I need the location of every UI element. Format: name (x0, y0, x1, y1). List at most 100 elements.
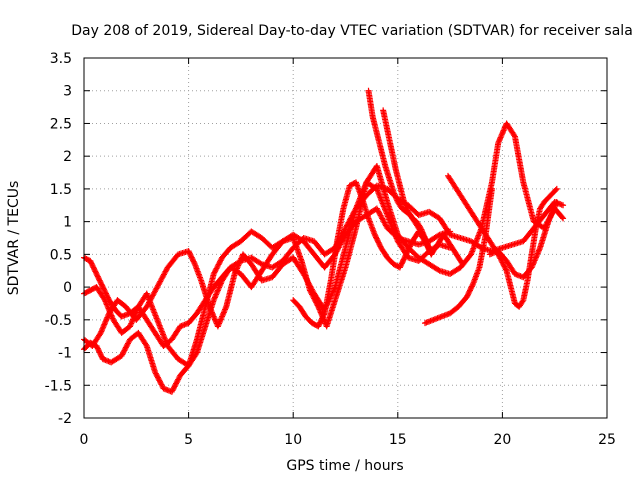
data-point (175, 376, 182, 383)
y-tick-label: 3.5 (50, 51, 72, 67)
data-point (217, 257, 224, 264)
data-point (319, 315, 326, 322)
data-point (372, 233, 379, 240)
data-point (169, 387, 176, 394)
data-point (371, 231, 378, 238)
data-point (216, 260, 223, 267)
data-point (316, 320, 323, 327)
data-point (212, 268, 219, 275)
data-point (101, 286, 108, 293)
data-point (124, 341, 131, 348)
data-point (214, 264, 221, 271)
data-point (89, 263, 96, 270)
series-track-8 (421, 185, 495, 327)
data-point (91, 265, 98, 272)
data-point (519, 298, 526, 305)
data-point (466, 288, 473, 295)
data-point (99, 282, 106, 289)
data-point (191, 259, 198, 266)
data-point (511, 132, 518, 139)
data-point (100, 285, 107, 292)
data-point (173, 379, 180, 386)
data-point (121, 347, 128, 354)
y-tick-label: 3 (63, 84, 72, 100)
data-point (188, 254, 195, 261)
data-point (317, 318, 324, 325)
data-point (153, 371, 160, 378)
data-point (97, 350, 104, 357)
data-point (400, 256, 407, 263)
data-point (170, 386, 177, 393)
data-point (187, 252, 194, 259)
data-point (95, 346, 102, 353)
data-point (501, 263, 508, 270)
data-point (373, 235, 380, 242)
data-point (119, 351, 126, 358)
data-point (500, 262, 507, 269)
data-point (122, 344, 129, 351)
data-point (435, 266, 442, 273)
data-point (404, 248, 411, 255)
data-point (396, 264, 403, 271)
x-tick-label: 0 (80, 432, 89, 448)
data-point (120, 350, 127, 357)
data-point (398, 261, 405, 268)
y-tick-label: -0.5 (45, 313, 72, 329)
data-point (502, 266, 509, 273)
chart-title: Day 208 of 2019, Sidereal Day-to-day VTE… (71, 23, 633, 39)
data-point (189, 257, 196, 264)
data-point (502, 265, 509, 271)
data-point (97, 278, 104, 285)
x-tick-label: 20 (493, 432, 511, 448)
data-point (95, 274, 102, 281)
data-point (94, 272, 101, 279)
data-point (175, 375, 182, 382)
data-point (405, 246, 412, 253)
x-tick-label: 10 (284, 432, 302, 448)
y-axis-label: SDTVAR / TECUs (6, 181, 22, 296)
data-point (159, 382, 166, 389)
data-point (103, 291, 110, 298)
data-point (428, 251, 435, 258)
data-point (559, 214, 566, 221)
data-point (317, 319, 324, 326)
data-point (406, 244, 413, 251)
data-point (173, 380, 180, 387)
data-point (400, 257, 407, 264)
data-point (125, 339, 132, 346)
data-point (459, 261, 466, 268)
data-point (94, 345, 101, 352)
data-point (171, 383, 178, 390)
data-point (190, 258, 197, 265)
data-point (97, 280, 104, 287)
data-point (376, 240, 383, 247)
data-point (213, 265, 220, 272)
data-point (500, 260, 507, 267)
data-point (553, 185, 560, 192)
data-point (87, 259, 94, 266)
data-point (98, 353, 105, 360)
data-point (91, 267, 98, 274)
data-point (102, 289, 109, 296)
data-point (142, 341, 149, 348)
y-tick-label: 2 (63, 149, 72, 165)
data-point (210, 271, 217, 277)
data-point (215, 261, 222, 268)
data-point (189, 255, 196, 262)
data-point (97, 352, 104, 359)
data-point (319, 314, 326, 321)
axis-ticks: 0 5 10 15 20 25 -2 -1.5 -1 -0.5 0 0.5 1 1.5 2 2.5 3 3.5 (45, 51, 616, 448)
data-point (374, 238, 381, 245)
data-point (397, 263, 404, 270)
data-point (465, 289, 472, 296)
data-point (186, 249, 193, 256)
data-point (172, 382, 179, 388)
data-point (405, 247, 412, 254)
data-point (463, 293, 470, 300)
data-point (560, 202, 567, 209)
data-point (403, 250, 410, 257)
y-tick-label: 1.5 (50, 182, 72, 198)
data-point (465, 291, 472, 298)
data-point (92, 269, 99, 276)
